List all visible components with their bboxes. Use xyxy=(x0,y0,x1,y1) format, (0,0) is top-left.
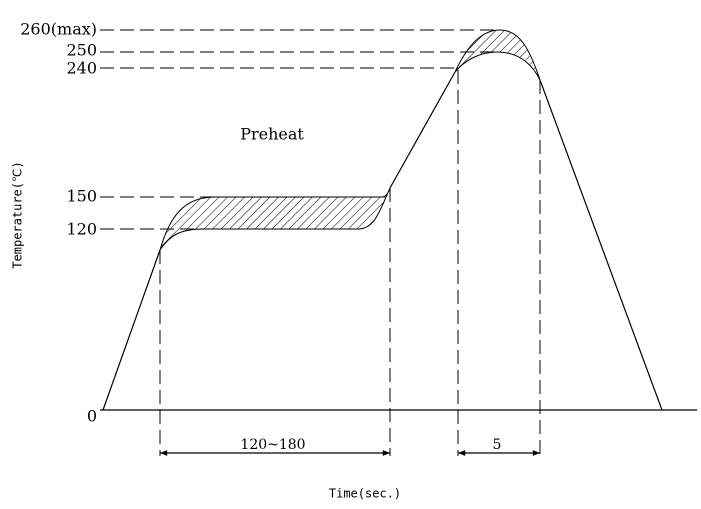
y-label: 260(max) xyxy=(20,20,97,39)
y-label: 150 xyxy=(66,187,97,206)
peak-hatch xyxy=(454,29,541,81)
preheat-hatch xyxy=(159,187,391,251)
y-axis-title: Temperature(℃) xyxy=(11,161,25,268)
y-label: 120 xyxy=(66,220,97,239)
dimension-label: 120~180 xyxy=(240,437,305,453)
profile-curve xyxy=(102,71,663,411)
time-lines xyxy=(159,70,541,456)
zone-label: Preheat xyxy=(240,125,304,144)
y-label: 0 xyxy=(87,407,97,426)
dimension-label: 5 xyxy=(493,437,502,453)
y-label: 250 xyxy=(66,41,97,60)
x-axis-title: Time(sec.) xyxy=(329,487,401,501)
y-label: 240 xyxy=(66,59,97,78)
level-lines xyxy=(100,29,500,230)
